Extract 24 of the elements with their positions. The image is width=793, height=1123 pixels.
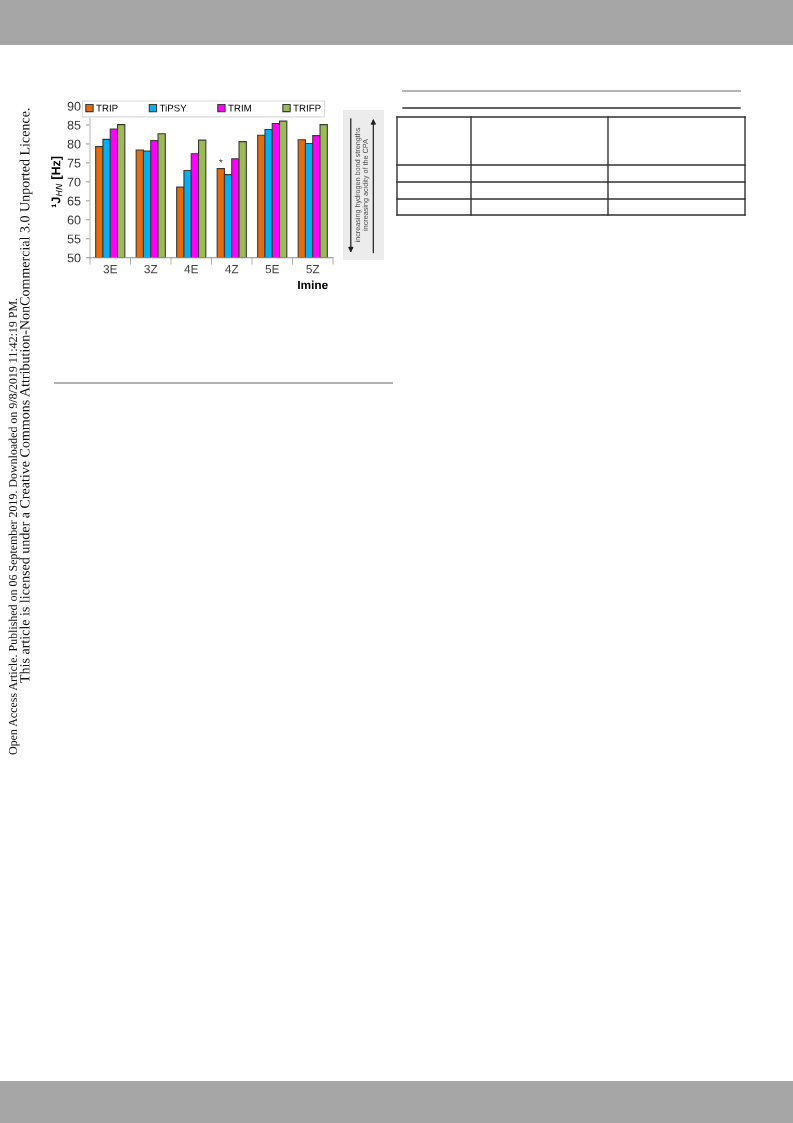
legend-label: TRIFP	[293, 104, 321, 112]
y-tick-label: 90	[67, 101, 81, 111]
x-tick-label: 3Z	[144, 264, 158, 274]
y-tick-label: 55	[67, 234, 81, 244]
text: This article is licensed under a Creative Commons Attribution-NonCommercial 3.0 Unported Licence.	[19, 108, 33, 683]
y-tick-label: 85	[67, 120, 81, 130]
x-tick-label: 5E	[265, 265, 279, 274]
x-tick-label: 5Z	[306, 265, 320, 274]
x-tick-label: 4E	[184, 265, 198, 274]
y-tick-label: 80	[67, 139, 81, 149]
y-tick-label: 50	[67, 253, 81, 263]
text: Open Access Article. Published on 06 September 2019. Downloaded on 9/8/2019 11:42:19 PM.	[8, 298, 20, 755]
y-tick-label: 75	[67, 158, 81, 168]
annotation: *	[219, 159, 223, 163]
y-axis-title: ¹J$_{HN}$ [Hz]	[51, 156, 63, 208]
y-tick-label: 65	[67, 196, 81, 206]
y-tick-label: 70	[67, 177, 81, 187]
x-tick-label: 4Z	[225, 265, 239, 274]
x-axis-title: Imine	[298, 280, 328, 290]
legend-label: TRIM	[228, 104, 251, 112]
x-tick-label: 3E	[103, 264, 117, 274]
legend-label: TiPSY	[159, 104, 187, 112]
legend-label: TRIP	[96, 104, 118, 112]
y-tick-label: 60	[67, 215, 81, 225]
